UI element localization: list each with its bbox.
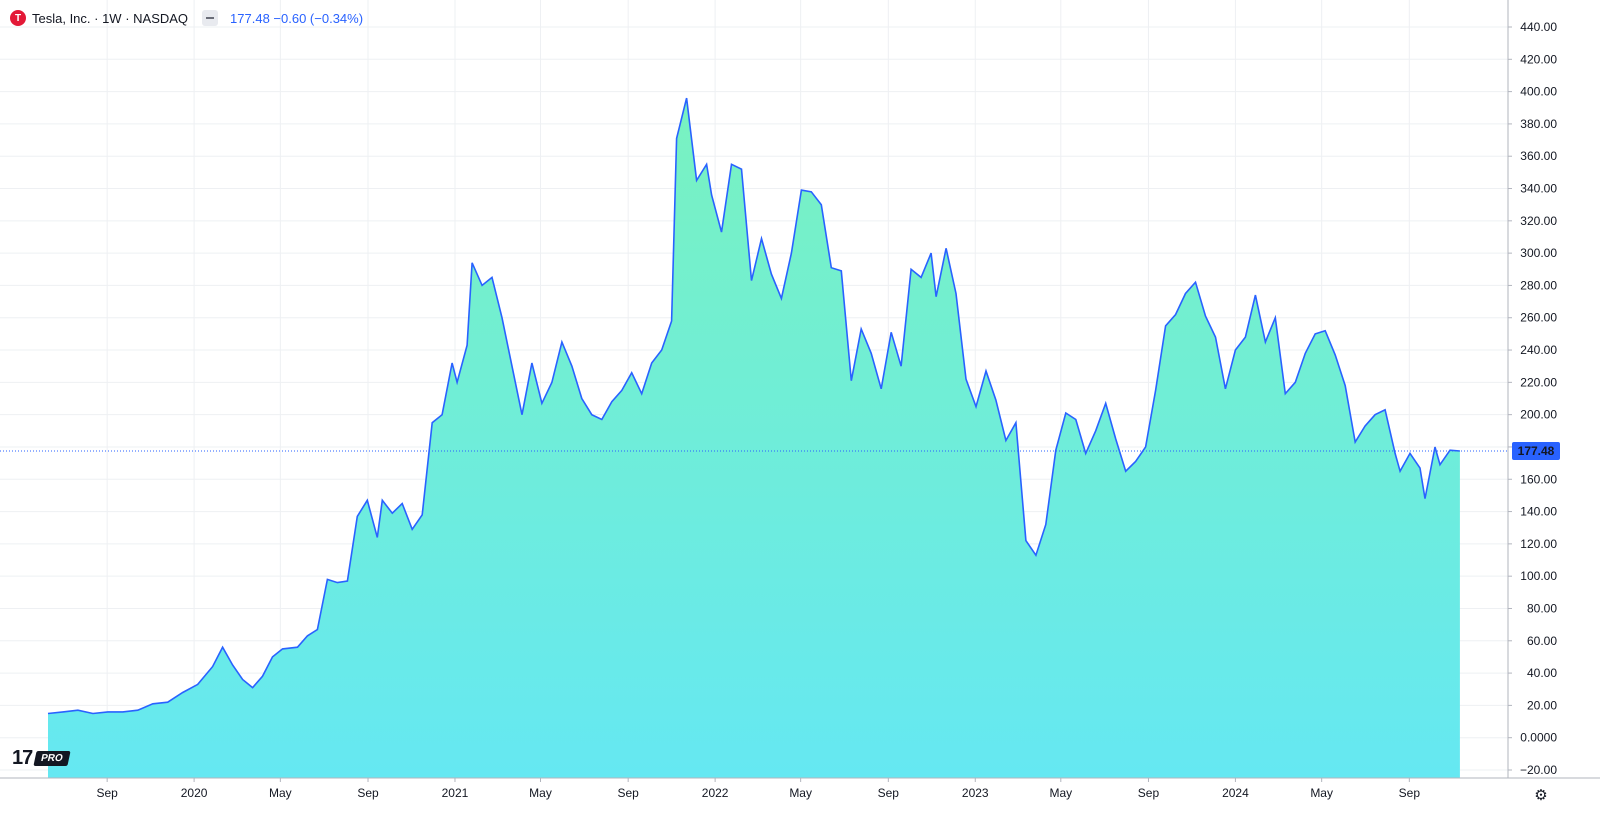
- y-tick-label: −20.00: [1520, 763, 1557, 777]
- collapse-legend-button[interactable]: [202, 10, 219, 26]
- y-tick-label: 120.00: [1520, 537, 1557, 551]
- y-tick-label: 0.0000: [1520, 731, 1557, 745]
- pro-badge: PRO: [33, 750, 71, 766]
- y-tick-label: 440.00: [1520, 20, 1557, 34]
- x-tick-label: 2024: [1222, 786, 1249, 800]
- price-line: [47, 97, 1460, 715]
- y-tick-label: 140.00: [1520, 505, 1557, 519]
- price-quote: 177.48 −0.60 (−0.34%): [230, 10, 364, 26]
- x-tick-label: 2023: [962, 786, 989, 800]
- y-tick-label: 60.00: [1527, 634, 1557, 648]
- last-price-label: 177.48: [1512, 442, 1560, 461]
- y-tick-label: 80.00: [1527, 601, 1557, 615]
- y-tick-label: 220.00: [1520, 375, 1557, 389]
- last-price-label-text: 177.48: [1518, 444, 1555, 458]
- price-axis[interactable]: 440.00 420.00 400.00 380.00 360.00 340.00 320.…: [1507, 0, 1557, 778]
- chart-legend[interactable]: T Tesla, Inc. · 1W · NASDAQ 177.48 −0.60…: [10, 8, 363, 28]
- price-area-fill: [48, 98, 1460, 779]
- x-tick-label: Sep: [357, 786, 379, 800]
- x-tick-label: May: [789, 786, 812, 800]
- x-tick-label: May: [529, 786, 552, 800]
- last-price-label-bg: [1512, 442, 1560, 461]
- y-tick-label: 340.00: [1520, 182, 1557, 196]
- tradingview-pro-logo[interactable]: 17 PRO: [12, 747, 71, 769]
- y-tick-label: 400.00: [1520, 85, 1557, 99]
- y-tick-label: 320.00: [1520, 214, 1557, 228]
- y-tick-label: 160.00: [1520, 472, 1557, 486]
- y-tick-label: 280.00: [1520, 278, 1557, 292]
- x-tick-label: May: [1049, 786, 1072, 800]
- x-tick-label: 2021: [442, 786, 469, 800]
- x-tick-label: Sep: [1138, 786, 1160, 800]
- x-tick-label: 2020: [181, 786, 208, 800]
- chart-settings-button[interactable]: ⚙: [1530, 784, 1552, 806]
- x-tick-label: 2022: [702, 786, 729, 800]
- y-tick-label: 380.00: [1520, 117, 1557, 131]
- y-tick-label: 360.00: [1520, 149, 1557, 163]
- x-tick-label: Sep: [96, 786, 118, 800]
- symbol-title[interactable]: Tesla, Inc. · 1W · NASDAQ: [32, 10, 189, 26]
- y-tick-label: 240.00: [1520, 343, 1557, 357]
- y-tick-label: 300.00: [1520, 246, 1557, 260]
- x-tick-label: Sep: [1399, 786, 1421, 800]
- y-tick-label: 20.00: [1527, 698, 1557, 712]
- x-tick-label: May: [1310, 786, 1333, 800]
- x-tick-label: Sep: [617, 786, 639, 800]
- y-tick-label: 200.00: [1520, 408, 1557, 422]
- tesla-logo-icon: T: [10, 10, 26, 26]
- x-tick-label: Sep: [878, 786, 900, 800]
- time-axis[interactable]: Sep 2020 May Sep 2021 May Sep 2022 May Sep 2023 May…: [0, 777, 1600, 800]
- y-tick-label: 40.00: [1527, 666, 1557, 680]
- gear-icon: ⚙: [1534, 787, 1548, 804]
- y-tick-label: 100.00: [1520, 569, 1557, 583]
- y-tick-label: 260.00: [1520, 311, 1557, 325]
- tradingview-mark-icon: 17: [12, 747, 33, 769]
- x-tick-label: May: [269, 786, 292, 800]
- minus-icon: [206, 17, 215, 19]
- y-tick-label: 420.00: [1520, 52, 1557, 66]
